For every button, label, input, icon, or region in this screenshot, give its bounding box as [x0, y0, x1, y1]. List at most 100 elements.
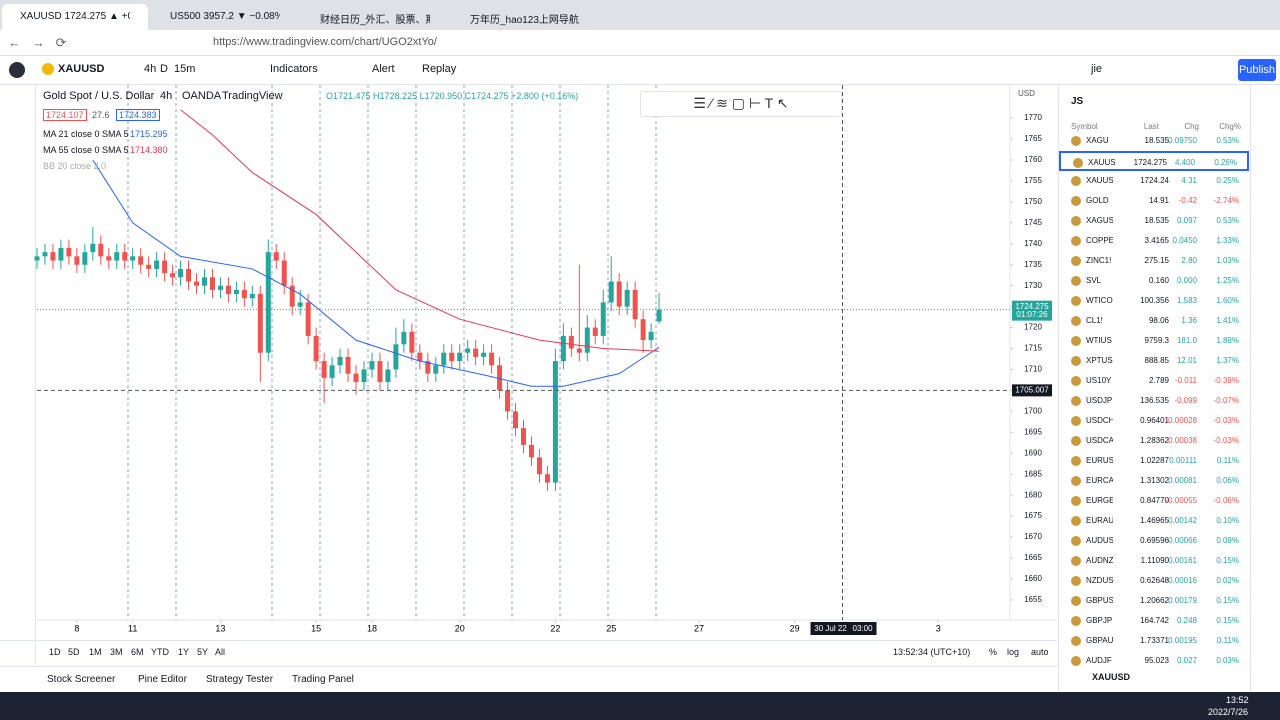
indicator-name[interactable]: BB 20 close 2.0: [43, 161, 107, 171]
watchlist-row[interactable]: WTICO 100.356 1.583 1.60%: [1059, 291, 1249, 311]
timeframe[interactable]: 5Y: [197, 647, 209, 657]
interval[interactable]: 4h: [144, 63, 157, 75]
watchlist-row[interactable]: ZINC1! 275.15 2.80 1.03%: [1059, 251, 1249, 271]
toolbar-button[interactable]: Replay: [422, 63, 457, 75]
watchlist-name[interactable]: JS: [1071, 96, 1084, 107]
quote: 0.00016: [1168, 576, 1197, 585]
panel-tab[interactable]: Trading Panel: [292, 674, 354, 685]
quote: -0.39%: [1213, 376, 1239, 385]
quote: 0.11%: [1216, 456, 1239, 465]
candle-body: [369, 361, 375, 370]
y-tick-label: 1735: [1024, 260, 1042, 269]
quote: -2.74%: [1213, 196, 1239, 205]
quote: 2.789: [1148, 376, 1169, 385]
symbol: GOLD: [1086, 196, 1109, 205]
drawing-toolbar[interactable]: ☰ ⁄ ≋ ▢ ⊢ T ↖: [640, 91, 842, 117]
candle-body: [457, 352, 463, 362]
watchlist-row[interactable]: WTIUS 9759.3 181.0 1.89%: [1059, 331, 1249, 351]
browser-tab[interactable]: 财经日历_外汇、股票、期货、(: [302, 4, 448, 30]
candle-body: [393, 344, 399, 370]
browser-tab[interactable]: US500 3957.2 ▼ −0.08% jie: [152, 4, 298, 30]
publish-button[interactable]: Publish: [1238, 59, 1276, 81]
watchlist-row[interactable]: GBPAU 1.73371 0.00195 0.11%: [1059, 631, 1249, 651]
toolbar-button[interactable]: Alert: [372, 63, 395, 75]
tab-title: 万年历_hao123上网导航: [470, 15, 579, 26]
nav-buttons[interactable]: ← → ⟳: [8, 35, 67, 50]
candle-body: [233, 289, 239, 295]
watchlist-row[interactable]: US10Y 2.789 -0.011 -0.39%: [1059, 371, 1249, 391]
watchlist-row[interactable]: XPTUS 888.85 12.01 1.37%: [1059, 351, 1249, 371]
watchlist-row[interactable]: CL1! 98.06 1.36 1.41%: [1059, 311, 1249, 331]
watchlist-row[interactable]: USDJP 136.535 -0.099 -0.07%: [1059, 391, 1249, 411]
watchlist-row[interactable]: NZDUS 0.62648 0.00016 0.02%: [1059, 571, 1249, 591]
quote: 0.15%: [1216, 556, 1239, 565]
timeframe[interactable]: 1D: [49, 647, 61, 657]
timeframe[interactable]: 3M: [110, 647, 123, 657]
log-toggle[interactable]: log: [1007, 647, 1020, 657]
indicator-name[interactable]: MA 55 close 0 SMA 5: [43, 145, 129, 155]
watchlist-row[interactable]: XAUUS 1724.24 4.31 0.25%: [1059, 171, 1249, 191]
candle-body: [98, 243, 104, 257]
timeframe[interactable]: 5D: [68, 647, 80, 657]
ma-line: [180, 109, 660, 352]
watchlist-row[interactable]: XAUUS 1724.275 4.400 0.26%: [1059, 151, 1249, 171]
quote: 12.01: [1176, 356, 1197, 365]
interval[interactable]: D: [160, 63, 168, 75]
interval[interactable]: 15m: [174, 63, 196, 75]
timeframe[interactable]: 6M: [131, 647, 144, 657]
symbol: XAGUS: [1086, 216, 1113, 225]
auto-toggle[interactable]: auto: [1031, 647, 1049, 657]
watchlist-row[interactable]: EURAU 1.46965 0.00142 0.10%: [1059, 511, 1249, 531]
watchlist-row[interactable]: EURUS 1.02287 0.00111 0.11%: [1059, 451, 1249, 471]
quote: -0.00055: [1165, 496, 1197, 505]
panel-tab[interactable]: Pine Editor: [138, 674, 187, 685]
quote: -0.03%: [1213, 416, 1239, 425]
avatar[interactable]: [9, 62, 25, 78]
watchlist-row[interactable]: XAGU 18.535 0.09750 0.53%: [1059, 131, 1249, 151]
candle-body: [353, 373, 359, 383]
watchlist-row[interactable]: GBPUS 1.20662 0.00179 0.15%: [1059, 591, 1249, 611]
toolbar-button[interactable]: Indicators: [270, 63, 318, 75]
watchlist-row[interactable]: USDCH 0.96401 -0.00028 -0.03%: [1059, 411, 1249, 431]
candle-body: [600, 302, 606, 336]
candle-body: [34, 256, 40, 261]
watchlist-row[interactable]: SVL 0.160 0.000 1.25%: [1059, 271, 1249, 291]
candle-body: [584, 327, 590, 353]
symbol[interactable]: XAUUSD: [58, 63, 105, 75]
layout-name[interactable]: jie: [1091, 63, 1103, 75]
watchlist-row[interactable]: EURGE 0.84770 -0.00055 -0.06%: [1059, 491, 1249, 511]
watchlist-row[interactable]: AUDUS 0.69596 0.00066 0.09%: [1059, 531, 1249, 551]
browser-tab[interactable]: 万年历_hao123上网导航: [452, 4, 598, 30]
url[interactable]: https://www.tradingview.com/chart/UGO2xt…: [213, 36, 437, 48]
watchlist-row[interactable]: GBPJP 164.742 0.248 0.15%: [1059, 611, 1249, 631]
watchlist-row[interactable]: AUDNZ 1.11090 0.00161 0.15%: [1059, 551, 1249, 571]
timeframe[interactable]: 1Y: [178, 647, 190, 657]
panel-tab[interactable]: Strategy Tester: [206, 674, 274, 685]
candle-body: [162, 260, 168, 274]
legend-spread: 27.6: [92, 110, 110, 120]
watchlist-row[interactable]: COPPE 3.4165 0.0450 1.33%: [1059, 231, 1249, 251]
watchlist-row[interactable]: XAGUS 18.535 0.097 0.53%: [1059, 211, 1249, 231]
percent-toggle[interactable]: %: [989, 647, 998, 657]
watchlist-footer[interactable]: XAUUSD: [1092, 672, 1131, 682]
quote: 1.02287: [1140, 456, 1169, 465]
timeframe[interactable]: YTD: [151, 647, 169, 657]
clock[interactable]: 13:52:34 (UTC+10): [893, 647, 971, 657]
watchlist-row[interactable]: USDCA 1.28362 -0.00038 -0.03%: [1059, 431, 1249, 451]
quote: 0.26%: [1214, 158, 1237, 167]
timeframe[interactable]: 1M: [89, 647, 102, 657]
column-header: Symbol: [1071, 122, 1098, 131]
candle-body: [289, 285, 295, 307]
watchlist-row[interactable]: EURCA 1.31302 0.00081 0.06%: [1059, 471, 1249, 491]
indicator-name[interactable]: MA 21 close 0 SMA 5: [43, 129, 129, 139]
candle-body: [114, 252, 120, 261]
timeframe[interactable]: All: [215, 647, 226, 657]
watchlist-row[interactable]: GOLD 14.91 -0.42 -2.74%: [1059, 191, 1249, 211]
crosshair-price: 1705.007: [1015, 385, 1049, 394]
watchlist-row[interactable]: AUDJF 95.023 0.027 0.03%: [1059, 651, 1249, 671]
browser-tab[interactable]: XAUUSD 1724.275 ▲ +0.26% jie: [2, 4, 148, 30]
candle-body: [154, 260, 160, 269]
panel-tab[interactable]: Stock Screener: [47, 674, 116, 685]
candle-body: [481, 352, 487, 357]
quote: 0.53%: [1216, 136, 1239, 145]
